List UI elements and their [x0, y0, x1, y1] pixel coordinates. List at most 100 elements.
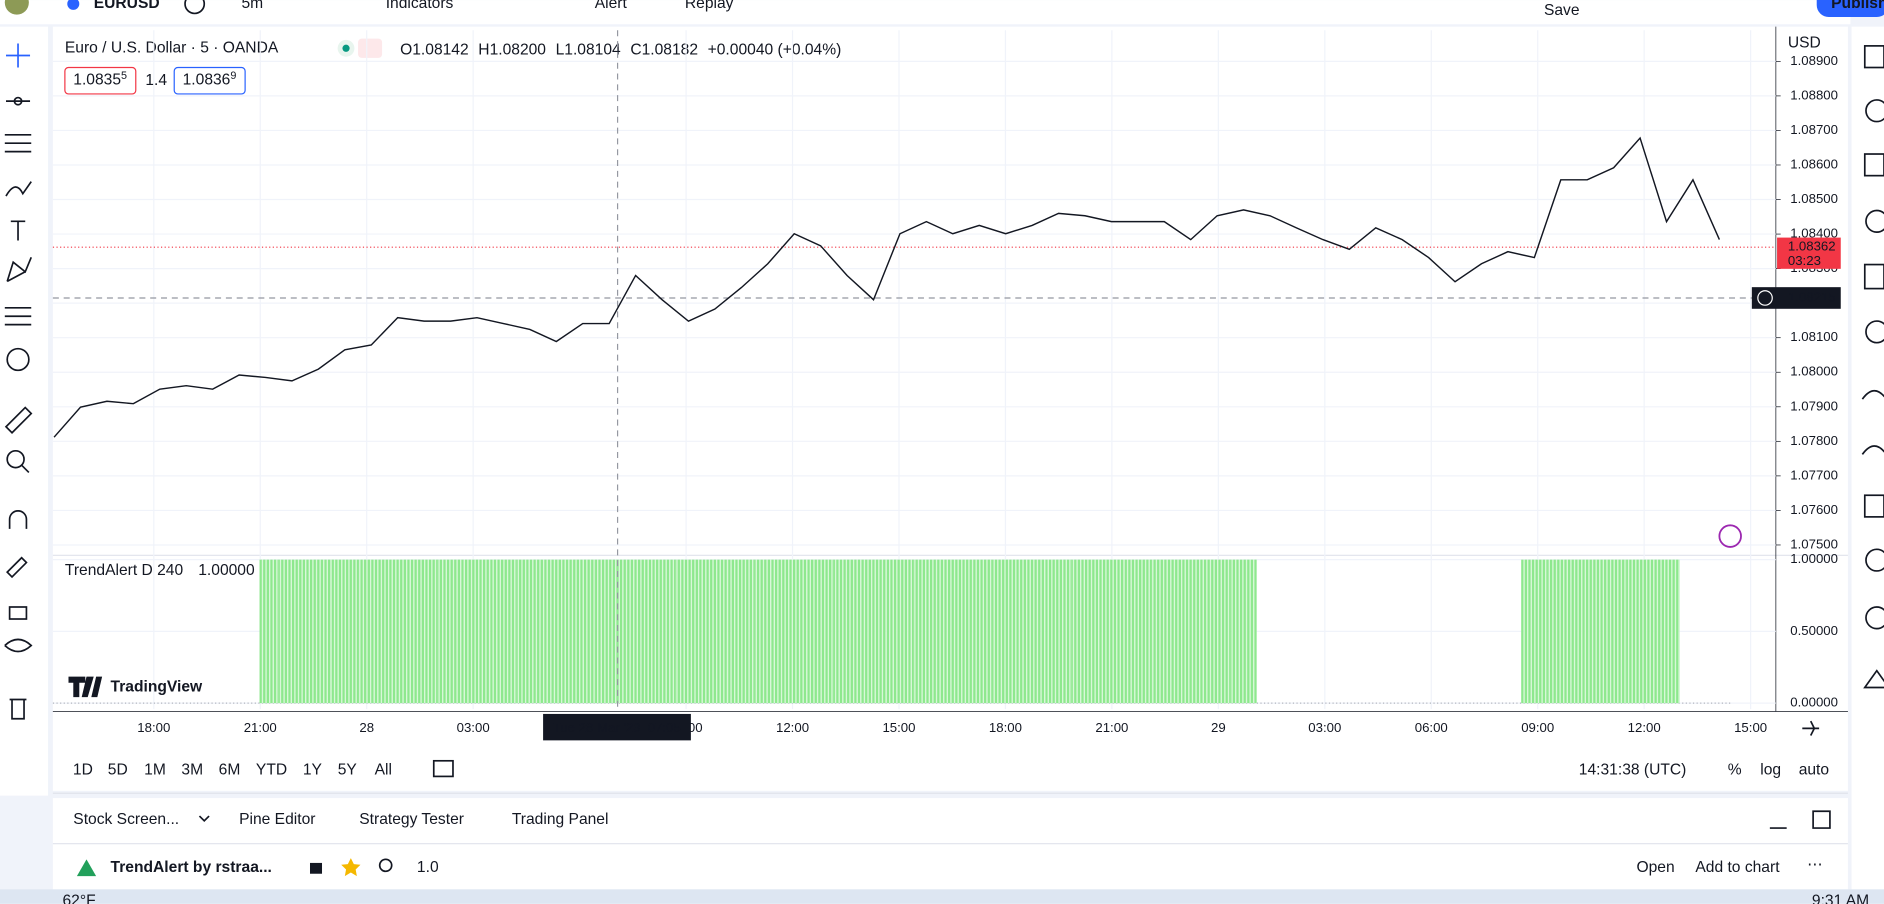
save-button[interactable]: Save: [1544, 2, 1580, 19]
script-version[interactable]: 1.0: [417, 859, 439, 876]
interval[interactable]: 5m: [242, 0, 264, 12]
y-tick-label: 1.00000: [1790, 551, 1838, 566]
x-tick-label: 18:00: [989, 720, 1022, 735]
x-tick-label: 15:00: [1734, 720, 1767, 735]
tab[interactable]: Trading Panel: [512, 811, 609, 828]
search-icon[interactable]: [378, 858, 393, 873]
range-button[interactable]: YTD: [256, 762, 287, 779]
ohlc-value: L1.08104: [556, 42, 621, 59]
indicator-bar: [1230, 559, 1257, 704]
tab-chevron[interactable]: [198, 815, 210, 823]
indicator-bar: [358, 559, 385, 704]
alert-icon[interactable]: [1718, 524, 1742, 548]
range-button[interactable]: 1D: [73, 762, 93, 779]
indicator-bar: [913, 559, 940, 704]
ohlc-value: +0.00040 (+0.04%): [708, 42, 842, 59]
sell-box[interactable]: [64, 66, 137, 95]
indicator-bar: [1203, 559, 1231, 704]
replay-button[interactable]: Replay: [685, 0, 734, 12]
tab-active[interactable]: Pine Editor: [239, 811, 315, 828]
indicator-bar: [463, 559, 491, 704]
indicator-bar: [1045, 559, 1072, 704]
indicator-bar: [1124, 559, 1152, 704]
open-button[interactable]: Open: [1636, 859, 1674, 876]
alert-button[interactable]: Alert: [595, 0, 628, 12]
symbol[interactable]: EURUSD: [94, 0, 160, 12]
x-tick-label: 06:00: [1415, 720, 1448, 735]
bid-price[interactable]: 1.08355: [73, 70, 127, 89]
indicator-bar: [701, 559, 729, 704]
buy-box[interactable]: [173, 66, 246, 95]
favorite-icon[interactable]: [341, 858, 361, 877]
x-tick-label: 12:00: [776, 720, 809, 735]
crosshair-price-label: 1.08215: [1788, 289, 1836, 304]
y-tick-label: 1.07500: [1790, 536, 1838, 551]
currency[interactable]: USD: [1788, 35, 1821, 52]
y-tick-label: 0.50000: [1790, 623, 1838, 638]
tab[interactable]: Stock Screen...: [73, 811, 179, 828]
range-button[interactable]: 1M: [144, 762, 166, 779]
indicator-bar: [595, 559, 623, 704]
top-toolbar: [0, 0, 1851, 25]
crosshair-time: 07:05: [648, 720, 681, 735]
watermark: TradingView: [68, 676, 203, 698]
range-button[interactable]: 5Y: [338, 762, 358, 779]
indicators-button[interactable]: Indicators: [386, 0, 454, 12]
publish-button[interactable]: [1816, 0, 1884, 18]
indicator-bar: [1653, 559, 1680, 704]
log-button[interactable]: log: [1760, 762, 1781, 779]
range-button[interactable]: 6M: [219, 762, 241, 779]
sidebar-icons[interactable]: [1861, 45, 1884, 689]
range-button[interactable]: 1Y: [303, 762, 323, 779]
bid-pip[interactable]: 5: [121, 70, 127, 82]
more-button[interactable]: ⋯: [1807, 856, 1823, 873]
taskbar: [0, 889, 1884, 904]
indicator-bar: [259, 559, 279, 704]
x-tick-label: 03:00: [457, 720, 490, 735]
x-tick-label: 18:00: [137, 720, 170, 735]
plus-icon[interactable]: [1757, 290, 1773, 306]
settings-icon[interactable]: [1802, 720, 1820, 736]
indicator-bar: [939, 559, 967, 704]
panel-controls[interactable]: [1769, 810, 1831, 829]
y-tick-label: 1.08800: [1790, 87, 1838, 102]
chart-title: Euro / U.S. Dollar · 5 · OANDA: [65, 39, 279, 56]
ask-price[interactable]: 1.08369: [183, 70, 237, 89]
indicator-value: 1.00000: [198, 562, 255, 579]
range-button[interactable]: 3M: [181, 762, 203, 779]
crosshair-time-box: [543, 713, 691, 741]
indicator-bar: [437, 559, 464, 704]
indicator-bar: [1177, 559, 1204, 704]
indicator-bar: [1574, 559, 1601, 704]
indicator-bar: [1018, 559, 1046, 704]
auto-button[interactable]: auto: [1799, 762, 1830, 779]
indicator-bar: [410, 559, 438, 704]
publish-label[interactable]: Publish: [1831, 0, 1884, 12]
range-button[interactable]: 5D: [108, 762, 128, 779]
indicator-bar: [1071, 559, 1099, 704]
indicator-bar: [331, 559, 359, 704]
date-range-icon[interactable]: [432, 759, 454, 778]
ask-main[interactable]: 1.0836: [183, 72, 231, 89]
weather: 62°F: [62, 892, 95, 904]
crosshair-date: Tue 28 Mar '23: [553, 720, 641, 735]
price-line: [53, 136, 1721, 438]
tab[interactable]: Strategy Tester: [359, 811, 464, 828]
x-tick-label: 29: [1211, 720, 1226, 735]
add-to-chart-button[interactable]: Add to chart: [1695, 859, 1780, 876]
range-button[interactable]: All: [375, 762, 392, 779]
bid-main[interactable]: 1.0835: [73, 72, 121, 89]
ask-pip[interactable]: 9: [230, 70, 236, 82]
indicator-bar: [833, 559, 861, 704]
indicator-bar: [1098, 559, 1125, 704]
indicator-bar: [807, 559, 834, 704]
indicator-bar: [622, 559, 649, 704]
avatar[interactable]: [4, 0, 29, 15]
crosshair-price-box: [1751, 287, 1841, 309]
add-symbol[interactable]: [184, 0, 206, 15]
y-tick-label: 1.07900: [1790, 398, 1838, 413]
percent-button[interactable]: %: [1728, 762, 1742, 779]
indicator-bar: [1521, 559, 1548, 704]
drawing-tools[interactable]: [4, 43, 33, 720]
